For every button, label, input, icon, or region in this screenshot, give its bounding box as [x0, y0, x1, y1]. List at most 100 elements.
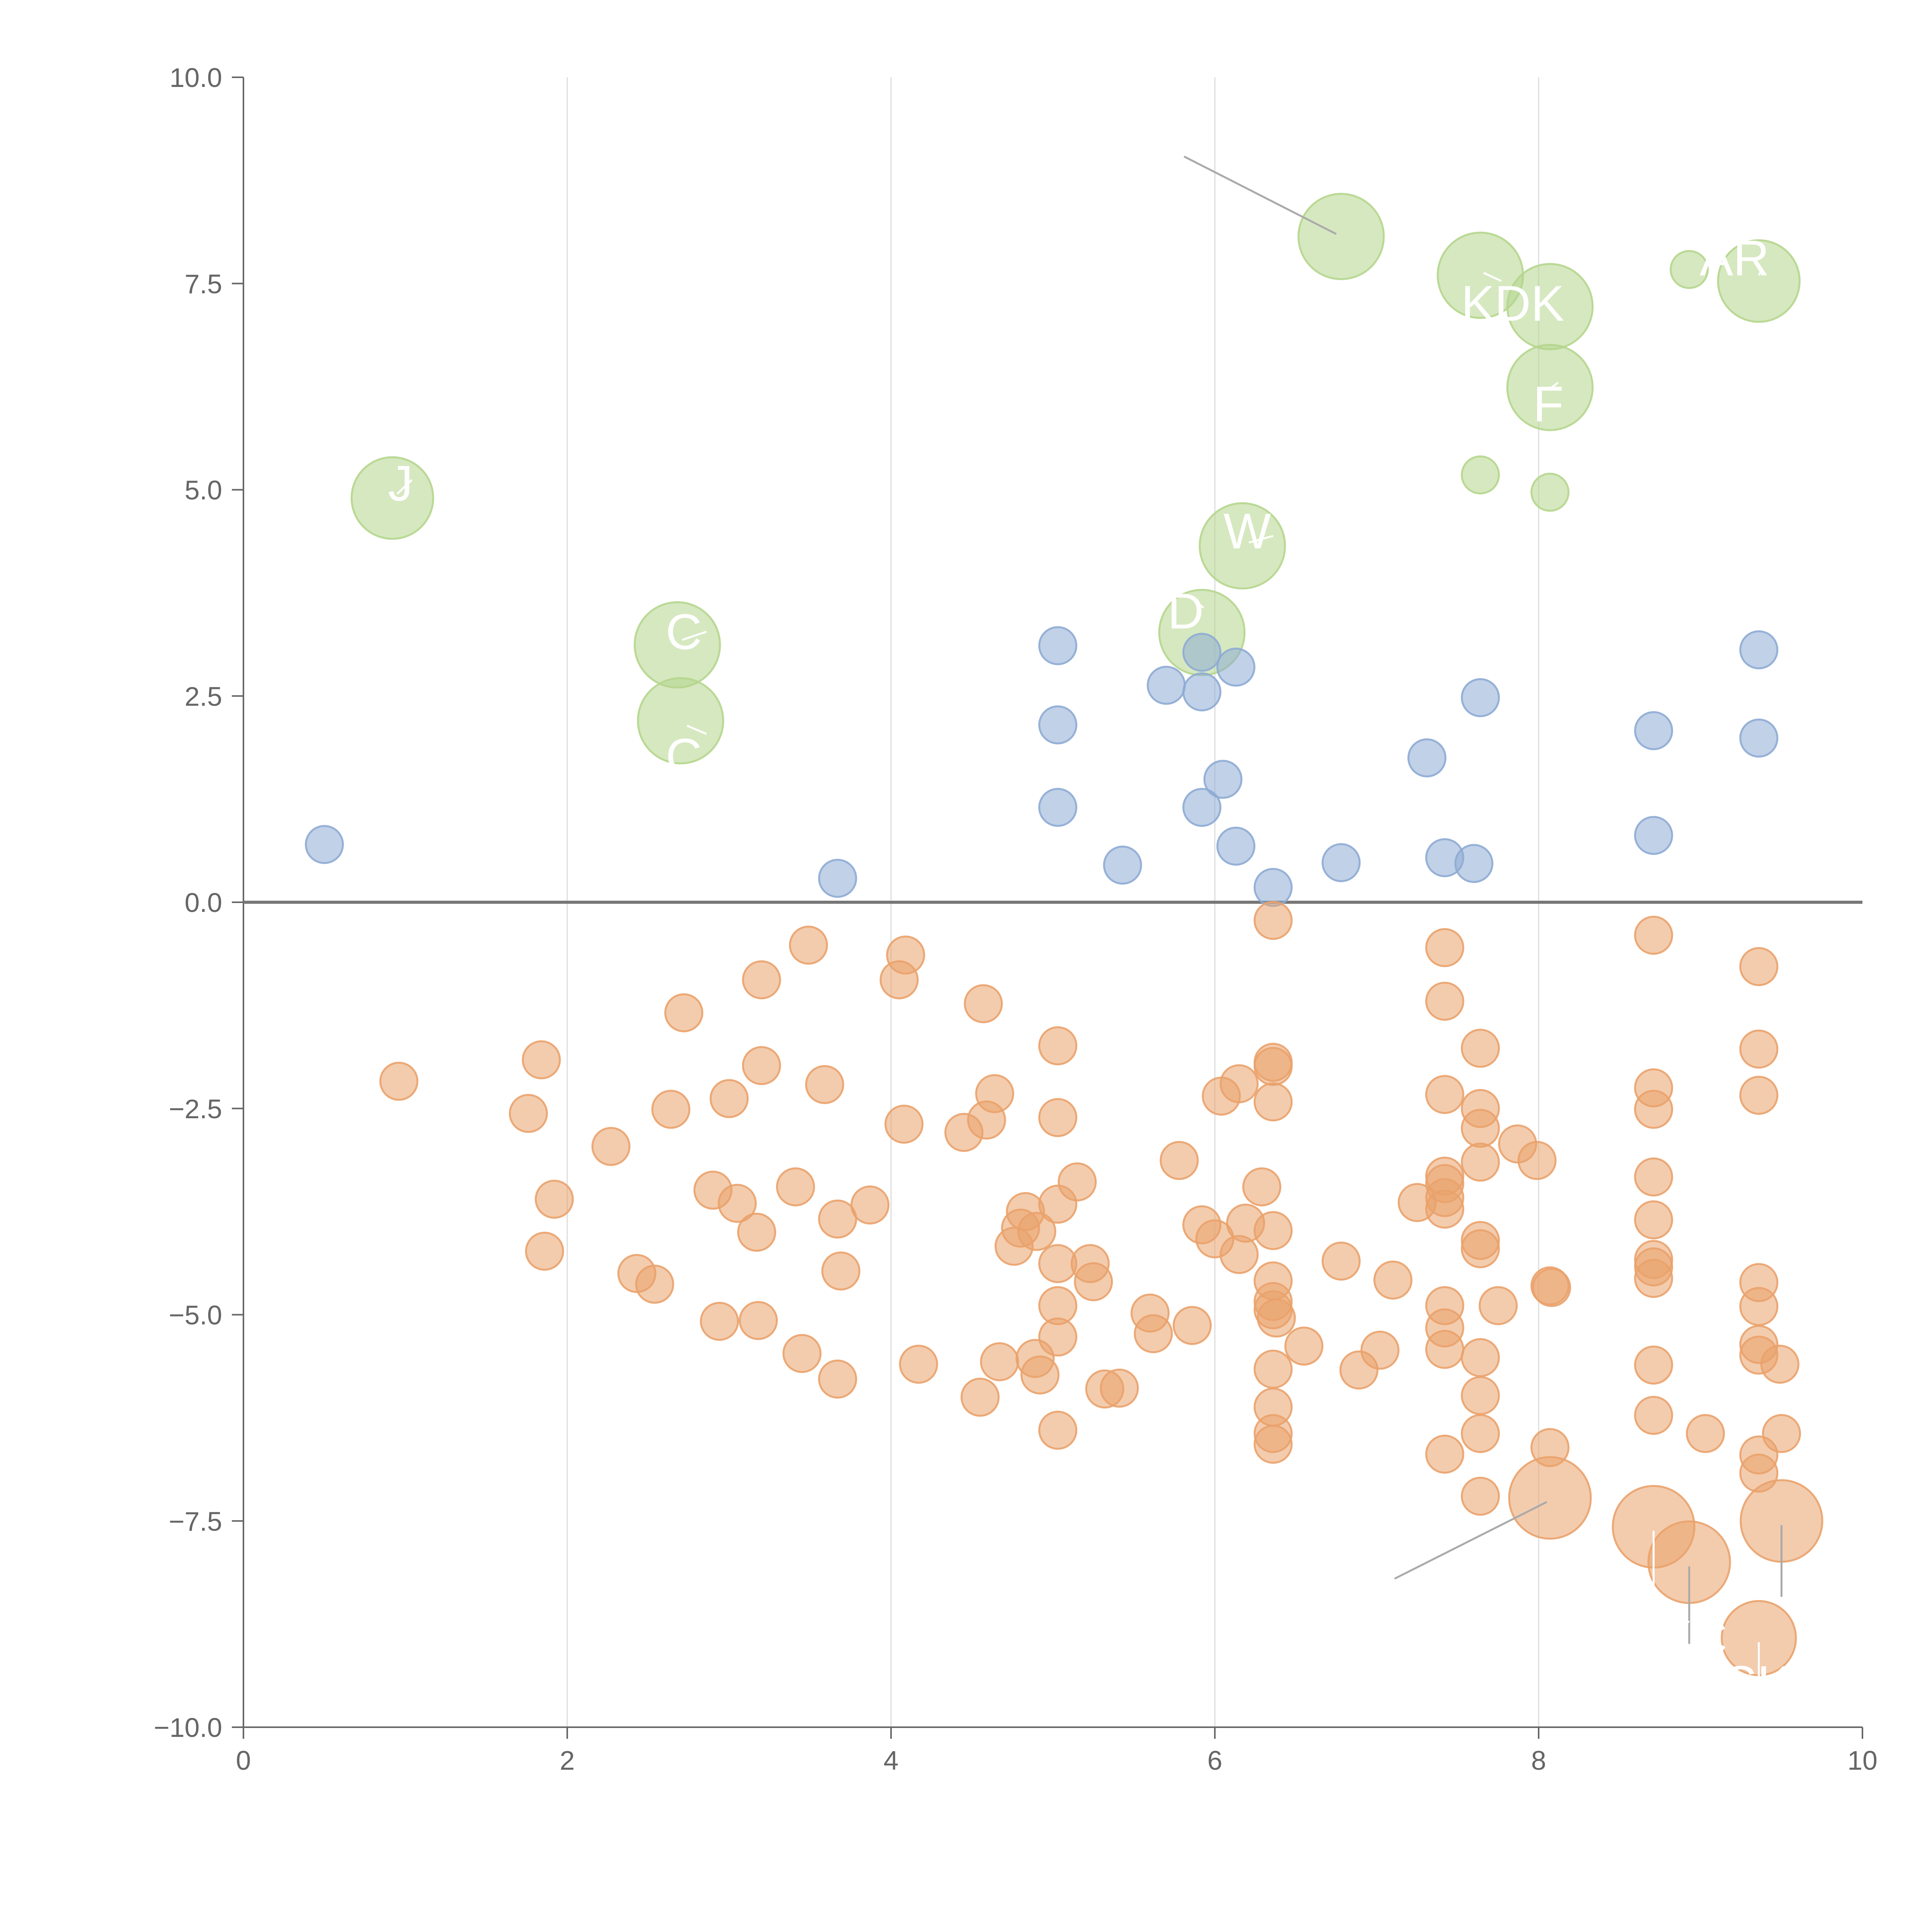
data-point-orange-79 [1321, 1242, 1361, 1281]
data-point-green-12 [1530, 473, 1570, 512]
point-label-2: C [666, 728, 702, 784]
data-point-blue-15 [1407, 738, 1447, 777]
data-point-orange-77 [1253, 1425, 1293, 1464]
data-point-orange-98 [1461, 1143, 1500, 1182]
y-tick-label-4: 0.0 [185, 888, 222, 918]
data-point-orange-4 [525, 1231, 564, 1271]
data-point-orange-11 [700, 1302, 739, 1341]
x-tick-label-3: 6 [1208, 1745, 1223, 1776]
y-tick-label-6: −5.0 [169, 1300, 222, 1330]
data-point-blue-17 [1454, 844, 1493, 883]
data-point-orange-20 [789, 925, 828, 965]
data-point-blue-10 [1203, 760, 1243, 799]
data-point-green-10 [1670, 250, 1709, 289]
data-point-orange-23 [818, 1359, 857, 1399]
label-leader-lines [396, 155, 1782, 1714]
data-point-orange-5 [591, 1127, 631, 1166]
data-point-orange-120 [1634, 1396, 1673, 1435]
leader-line-7 [1551, 381, 1559, 388]
x-tick-label-1: 2 [560, 1745, 575, 1776]
data-point-green-8 [1506, 344, 1594, 431]
x-tick-label-0: 0 [236, 1745, 251, 1776]
data-point-blue-7 [1182, 633, 1221, 672]
data-point-blue-14 [1321, 843, 1361, 883]
data-point-orange-104 [1461, 1476, 1500, 1516]
data-point-orange-118 [1634, 1259, 1673, 1298]
data-point-blue-3 [1038, 705, 1078, 745]
data-point-orange-114 [1634, 1157, 1673, 1197]
data-point-orange-7 [635, 1265, 674, 1304]
leader-line-2 [687, 724, 707, 735]
data-point-orange-113 [1634, 1090, 1673, 1129]
data-point-orange-34 [975, 1074, 1014, 1113]
data-point-blue-12 [1216, 827, 1255, 866]
data-point-blue-5 [1103, 845, 1142, 885]
data-point-orange-73 [1257, 1298, 1296, 1338]
data-point-orange-85 [1425, 981, 1464, 1021]
y-tick-label-2: 5.0 [185, 475, 222, 505]
data-point-orange-42 [1038, 1026, 1078, 1065]
leader-line-8 [1758, 269, 1763, 276]
data-point-blue-22 [1739, 718, 1779, 758]
data-point-orange-25 [850, 1185, 890, 1225]
y-tick-label-0: 10.0 [170, 63, 222, 93]
data-point-green-0 [350, 456, 434, 540]
data-point-orange-14 [737, 1213, 776, 1252]
x-tick-label-5: 10 [1847, 1745, 1878, 1776]
point-label-0: J [388, 455, 413, 511]
data-point-orange-107 [1517, 1141, 1557, 1180]
data-point-orange-39 [1017, 1212, 1056, 1251]
point-label-8: AR [1700, 230, 1770, 286]
data-point-green-4 [1199, 502, 1286, 590]
point-label-6: KDK [1461, 275, 1564, 332]
y-tick-label-8: −10.0 [154, 1713, 222, 1743]
data-point-blue-0 [305, 825, 344, 864]
data-point-orange-47 [1038, 1317, 1078, 1357]
data-point-orange-94 [1425, 1434, 1464, 1474]
leader-line-9 [1394, 1501, 1548, 1580]
data-point-orange-74 [1253, 1349, 1293, 1389]
data-point-blue-20 [1634, 816, 1673, 855]
data-point-orange-3 [534, 1180, 574, 1219]
leader-line-5 [1184, 155, 1337, 235]
data-point-orange-0 [379, 1061, 418, 1101]
point-label-3: D [1168, 583, 1204, 639]
data-point-orange-100 [1461, 1229, 1500, 1269]
data-point-orange-86 [1425, 1075, 1464, 1114]
data-point-blue-21 [1739, 630, 1779, 670]
data-point-green-9 [1717, 239, 1801, 323]
data-point-orange-16 [742, 960, 781, 1000]
data-point-orange-61 [1219, 1064, 1259, 1104]
axes: 0 2 4 6 8 10 10.0 7.5 5.0 2.5 0.0 −2.5 −5.0 −7.5 −10.0 [154, 63, 1878, 1776]
leader-line-4 [1248, 535, 1274, 544]
data-point-orange-19 [782, 1334, 822, 1373]
y-tick-label-7: −7.5 [169, 1506, 222, 1536]
point-label-7: F [1533, 376, 1563, 432]
data-point-orange-122 [1739, 947, 1779, 986]
data-point-orange-28 [884, 1104, 924, 1144]
data-point-orange-12 [709, 1079, 749, 1118]
data-point-orange-2 [509, 1094, 548, 1133]
data-point-blue-2 [1038, 626, 1078, 665]
data-point-blue-18 [1461, 678, 1500, 718]
data-point-orange-115 [1634, 1200, 1673, 1240]
data-point-orange-41 [1020, 1355, 1060, 1395]
data-point-orange-93 [1425, 1330, 1464, 1369]
data-point-orange-64 [1242, 1167, 1282, 1207]
data-point-orange-17 [742, 1046, 781, 1085]
data-point-blue-8 [1182, 672, 1221, 712]
data-point-blue-6 [1146, 665, 1186, 705]
data-point-orange-82 [1373, 1260, 1413, 1300]
data-point-orange-8 [651, 1090, 690, 1129]
data-point-orange-32 [964, 984, 1003, 1024]
data-point-orange-13 [718, 1184, 757, 1223]
data-point-orange-101 [1461, 1338, 1500, 1378]
data-point-orange-97 [1461, 1109, 1500, 1148]
data-point-orange-27 [886, 935, 925, 975]
data-point-orange-103 [1461, 1414, 1500, 1453]
data-point-orange-95 [1461, 1029, 1500, 1068]
data-point-orange-31 [960, 1378, 1000, 1417]
y-tick-label-5: −2.5 [169, 1094, 222, 1124]
data-point-orange-105 [1478, 1286, 1518, 1325]
